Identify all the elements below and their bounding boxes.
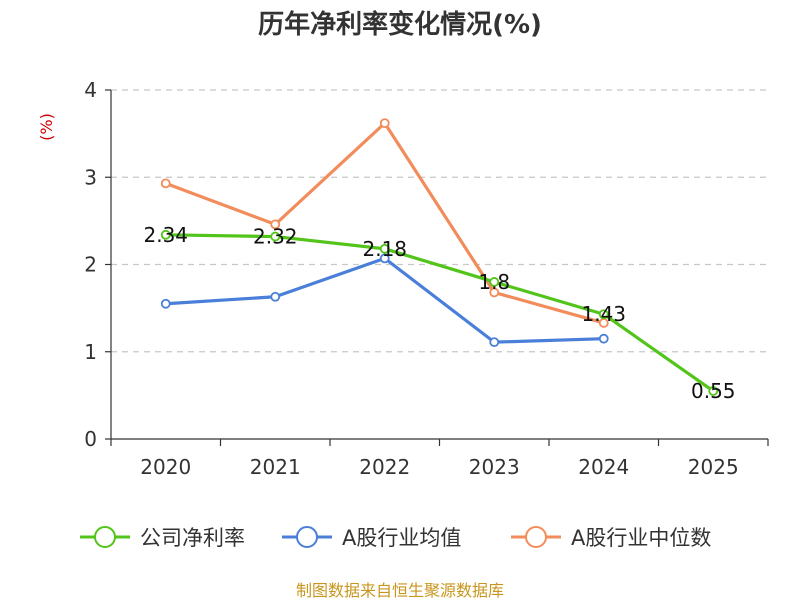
data-point <box>489 287 500 298</box>
data-point <box>489 277 500 287</box>
data-point <box>379 243 390 254</box>
legend-item-1: A股行业均值 <box>282 526 461 550</box>
data-label: 1.8 <box>478 270 510 294</box>
data-point <box>598 309 609 320</box>
x-tick-label: 2022 <box>359 455 410 479</box>
legend-marker <box>525 526 547 548</box>
y-tick-label: 4 <box>84 78 97 102</box>
legend-marker <box>296 526 318 548</box>
data-point <box>379 118 390 129</box>
data-label: 1.43 <box>581 302 626 326</box>
data-point <box>270 291 281 302</box>
series-line <box>165 121 605 325</box>
chart-title: 历年净利率变化情况(%) <box>258 9 542 40</box>
data-point <box>270 231 281 242</box>
data-label: 2.18 <box>362 237 407 261</box>
series-line <box>165 256 604 344</box>
data-label: 2.34 <box>143 223 188 247</box>
data-point <box>160 298 171 309</box>
legend-item-0: 公司净利率 <box>80 526 245 550</box>
x-tick-label: 2025 <box>688 455 739 479</box>
axes: 0 1 2 3 4 2020 2021 2022 2023 2024 2025 <box>84 78 769 479</box>
x-tick-label: 2024 <box>578 455 629 479</box>
data-labels: 2.34 2.32 2.18 1.8 1.43 0.55 <box>143 223 735 403</box>
source-note: 制图数据来自恒生聚源数据库 <box>296 581 504 600</box>
x-tick-label: 2020 <box>140 455 191 479</box>
series-line <box>165 233 715 393</box>
y-tick-label: 1 <box>84 340 97 364</box>
data-point <box>708 386 719 396</box>
legend-label: 公司净利率 <box>140 526 245 550</box>
series-1 <box>160 253 609 348</box>
y-tick-label: 2 <box>84 253 97 277</box>
series-2 <box>160 118 609 328</box>
y-tick-label: 0 <box>84 427 97 451</box>
data-label: 2.32 <box>253 225 298 249</box>
data-point <box>379 253 390 264</box>
series-group <box>160 118 719 396</box>
x-tick-label: 2023 <box>469 455 520 479</box>
legend-item-2: A股行业中位数 <box>511 526 711 550</box>
y-tick-label: 3 <box>84 165 97 189</box>
series-0 <box>160 229 719 396</box>
y-axis-unit-label: (%) <box>37 113 56 141</box>
data-point <box>270 219 281 230</box>
data-label: 0.55 <box>691 379 736 403</box>
legend-label: A股行业中位数 <box>571 526 711 550</box>
gridlines <box>111 89 768 353</box>
data-point <box>160 229 171 240</box>
data-point <box>160 178 171 189</box>
data-point <box>489 337 500 348</box>
data-point <box>598 333 609 344</box>
legend-label: A股行业均值 <box>342 526 461 550</box>
legend: 公司净利率 A股行业均值 A股行业中位数 <box>80 526 711 550</box>
x-tick-label: 2021 <box>250 455 301 479</box>
legend-marker <box>94 526 116 548</box>
